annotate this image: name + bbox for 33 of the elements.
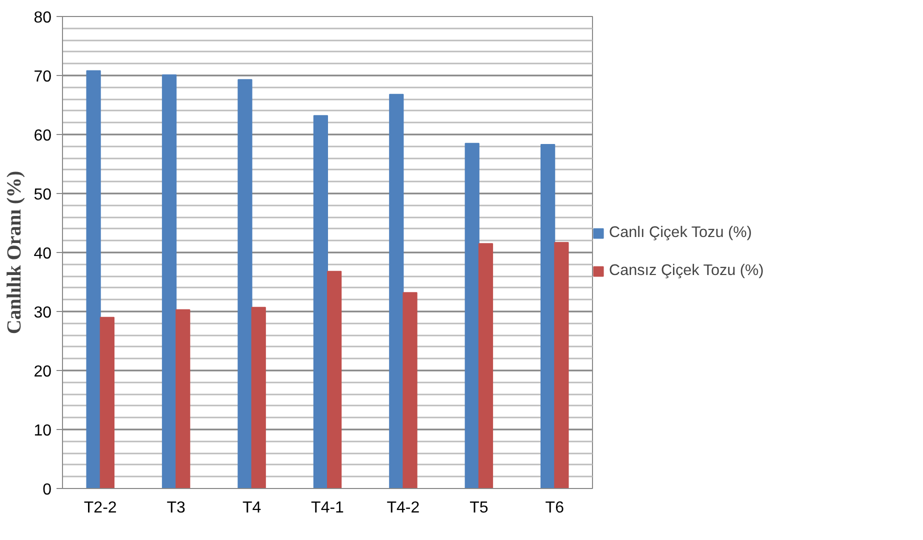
x-tick-label: T4-1 <box>311 500 344 516</box>
bar <box>478 243 494 488</box>
bar <box>464 142 480 488</box>
bar <box>540 144 556 488</box>
y-tick-label: 0 <box>42 482 52 498</box>
y-tick-label: 30 <box>34 304 52 322</box>
x-tick-label: T3 <box>166 500 186 516</box>
x-tick-label: T6 <box>545 500 564 516</box>
bar <box>327 270 342 488</box>
bar <box>313 115 328 488</box>
bar <box>251 306 266 488</box>
bar <box>162 74 177 488</box>
y-tick-label: 70 <box>34 68 52 86</box>
y-tick-label: 80 <box>34 10 52 26</box>
y-tick-label: 20 <box>34 364 52 380</box>
bar <box>86 70 101 488</box>
legend-label: Cansız Çiçek Tozu (%) <box>609 262 764 280</box>
y-tick-label: 50 <box>34 186 52 204</box>
bar <box>176 309 190 488</box>
bar <box>554 242 569 488</box>
y-tick-label: 10 <box>34 422 52 440</box>
bar <box>402 292 418 488</box>
x-tick-label: T2-2 <box>84 500 117 516</box>
y-tick-label: 60 <box>34 128 52 144</box>
bar <box>238 79 252 488</box>
y-tick-label: 40 <box>34 246 52 262</box>
bar <box>389 94 404 488</box>
x-tick-label: T4 <box>242 500 262 516</box>
bar <box>100 316 114 488</box>
y-axis-title: Canlılık Oranı (%) <box>4 170 26 334</box>
x-tick-label: T5 <box>470 500 488 516</box>
x-tick-label: T4-2 <box>386 500 420 516</box>
legend-label: Canlı Çiçek Tozu (%) <box>609 224 752 242</box>
